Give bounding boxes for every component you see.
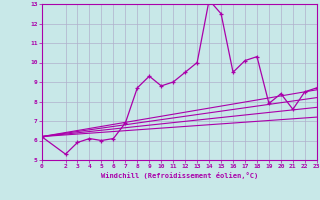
X-axis label: Windchill (Refroidissement éolien,°C): Windchill (Refroidissement éolien,°C) bbox=[100, 172, 258, 179]
